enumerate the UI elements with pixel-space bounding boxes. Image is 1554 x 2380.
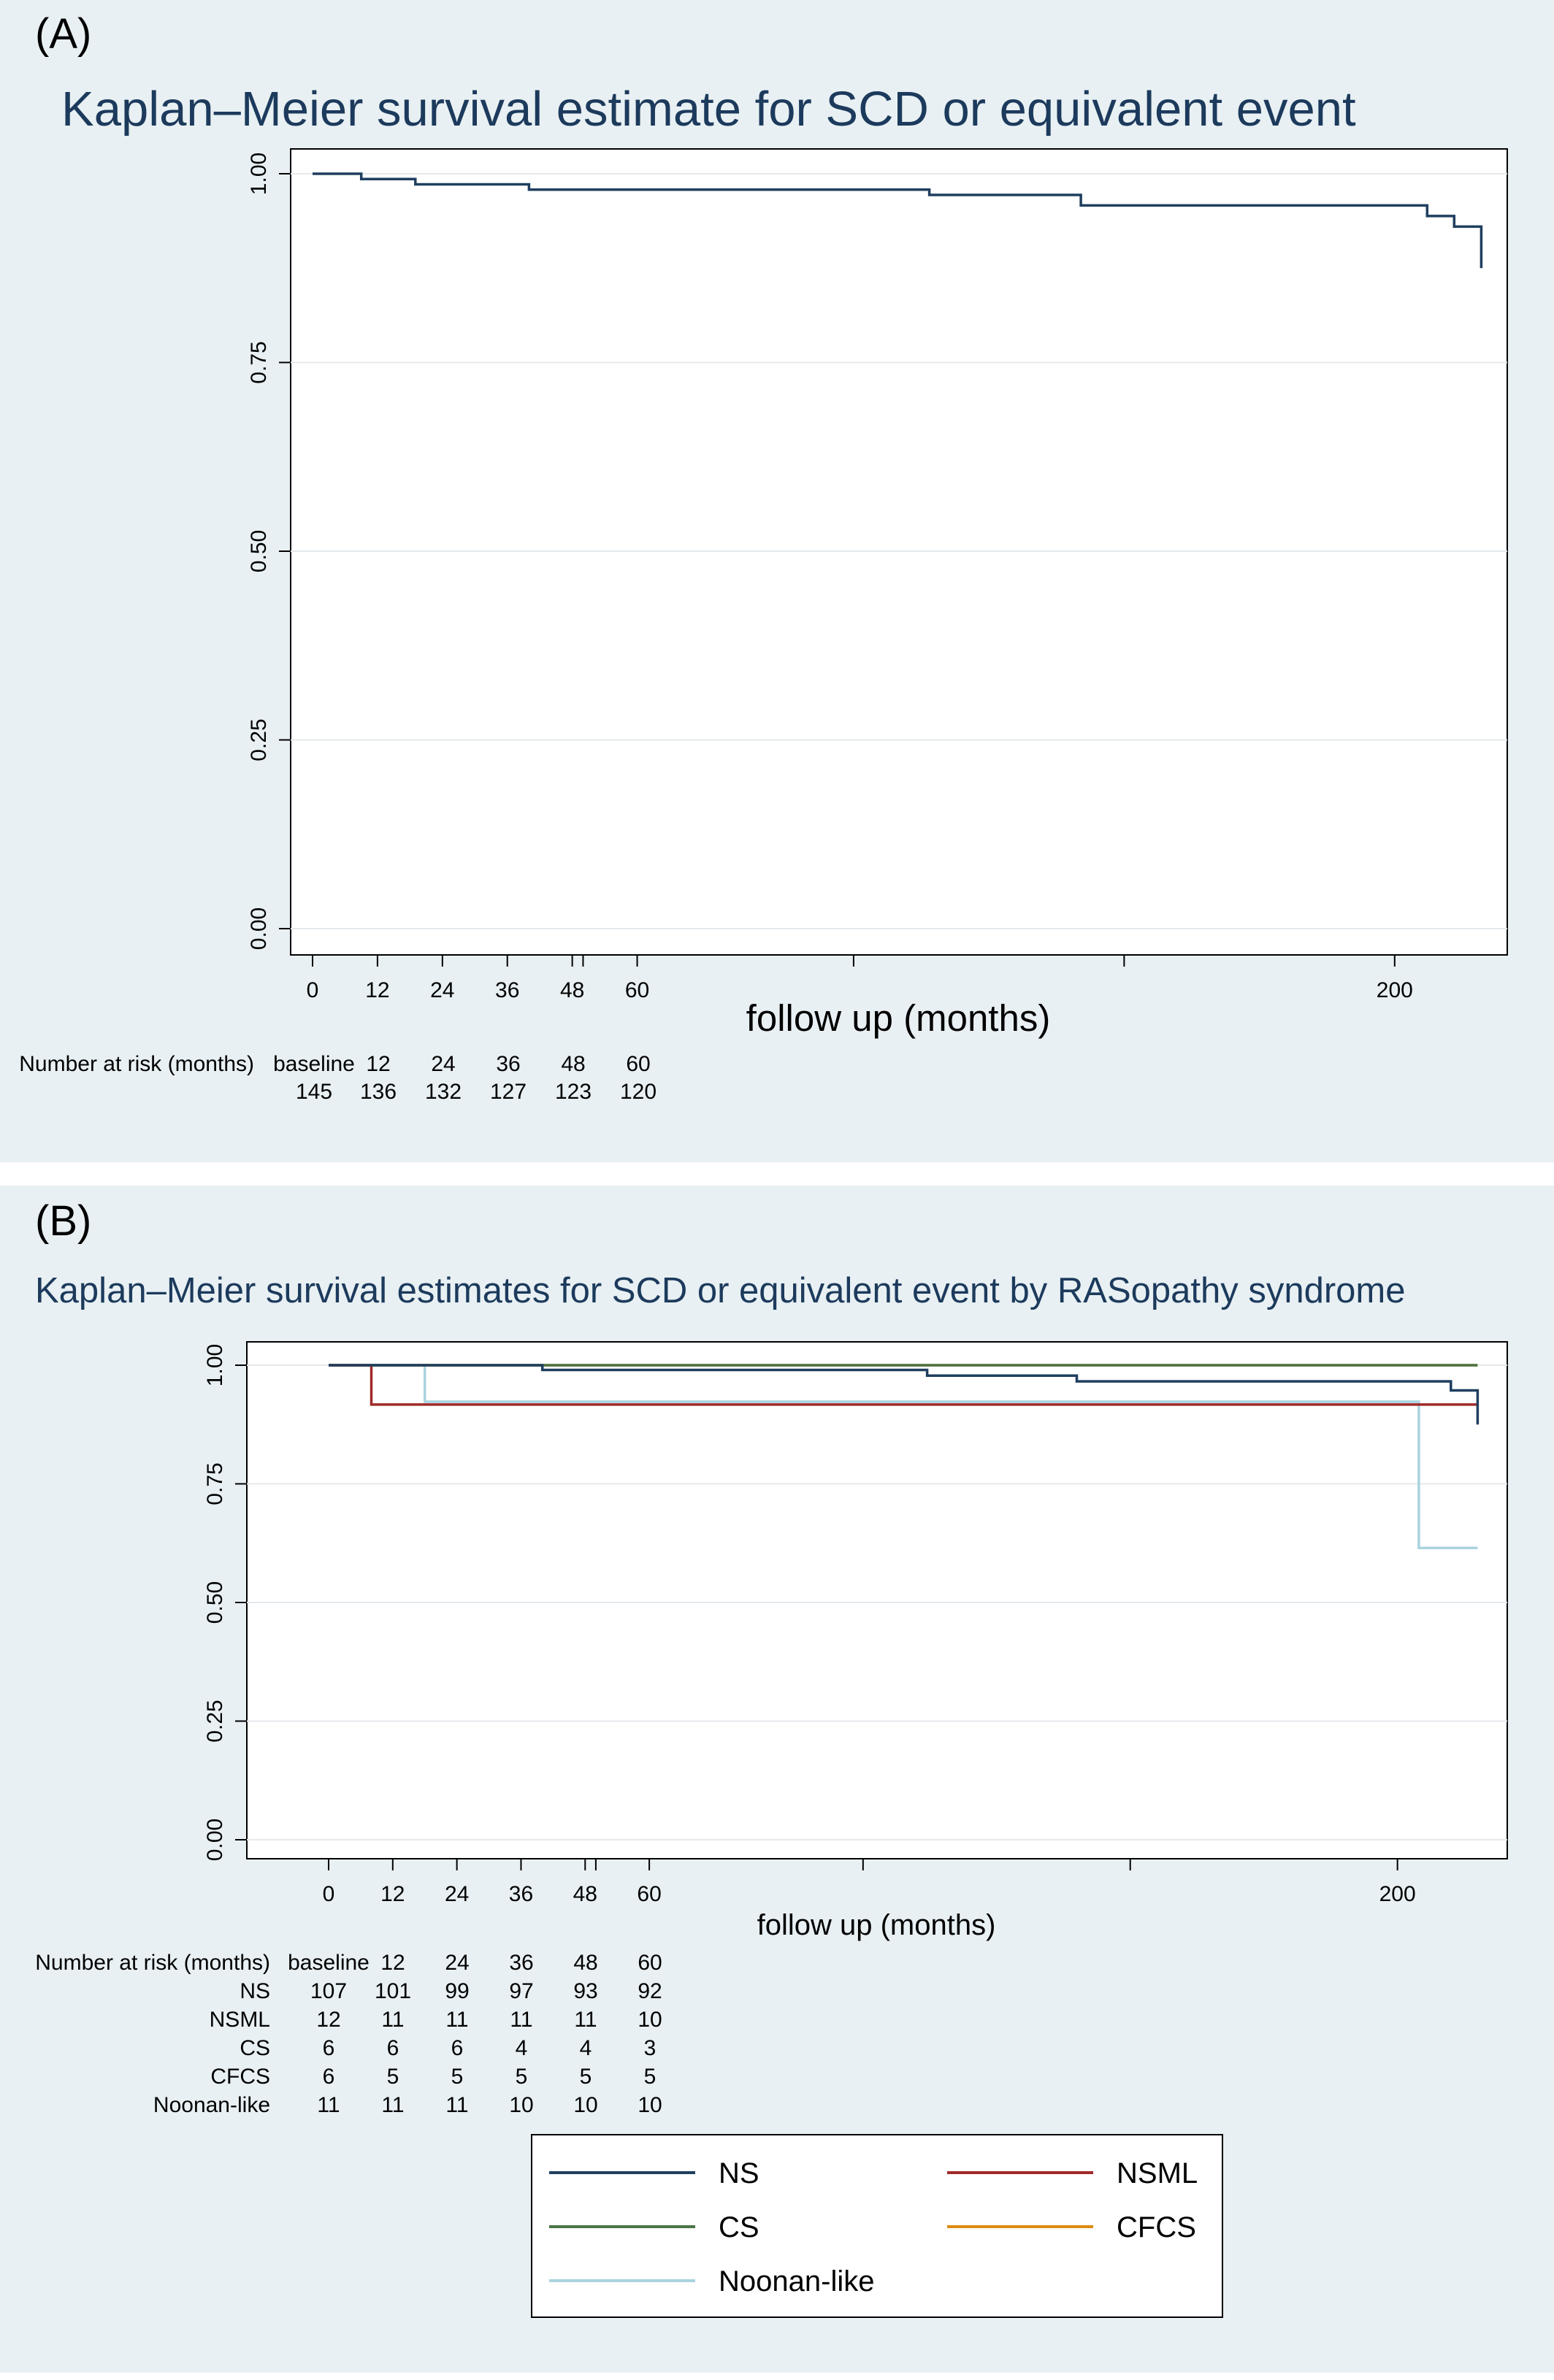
risk-table-column-a-5: 60 [626,1052,650,1076]
risk-table-cell-b-0-4: 93 [573,1979,597,2003]
y-tick-label-b-1: 0.25 [203,1700,227,1742]
x-tick-label-a-9: 200 [1377,978,1413,1002]
risk-table-cell-b-4-2: 11 [445,2093,468,2117]
x-axis-label-a: follow up (months) [746,997,1051,1039]
risk-table-cell-b-1-2: 11 [445,2008,468,2032]
y-tick-label-b-2: 0.50 [203,1581,227,1624]
x-tick-label-b-1: 12 [380,1882,405,1906]
panel-label-b: (B) [35,1197,91,1245]
plot-area-b [246,1341,1508,1859]
risk-table-cell-b-3-5: 5 [644,2065,657,2089]
y-tick-label-b-0: 0.00 [203,1819,227,1861]
risk-table-column-a-3: 36 [496,1052,520,1076]
risk-table-cell-b-2-4: 4 [580,2036,592,2060]
risk-table-cell-a-0-1: 136 [360,1080,397,1104]
risk-table-cell-b-2-1: 6 [387,2036,399,2060]
legend-label-noonan-like: Noonan-like [719,2265,874,2298]
risk-table-header-a: Number at risk (months) [19,1052,254,1076]
risk-table-column-b-4: 48 [573,1951,597,1975]
x-tick-label-b-9: 200 [1379,1882,1416,1906]
x-tick-label-a-2: 24 [430,978,454,1002]
risk-table-row-label-b-3: CFCS [210,2065,270,2089]
risk-table-cell-b-2-0: 6 [323,2036,335,2060]
risk-table-cell-b-2-3: 4 [516,2036,528,2060]
series-line-a-all [313,172,1483,269]
risk-table-cell-b-3-1: 5 [387,2065,399,2089]
risk-table-cell-b-0-5: 92 [638,1979,662,2003]
risk-table-column-a-4: 48 [561,1052,585,1076]
risk-table-cell-b-1-1: 11 [381,2008,404,2032]
risk-table-cell-b-4-4: 10 [573,2093,597,2117]
risk-table-header-b: Number at risk (months) [35,1951,270,1975]
y-tick-label-b-4: 1.00 [203,1344,227,1386]
legend-label-cfcs: CFCS [1117,2211,1196,2243]
risk-table-cell-a-0-0: 145 [296,1080,332,1104]
risk-table-cell-b-2-2: 6 [451,2036,464,2060]
risk-table-cell-a-0-4: 123 [555,1080,592,1104]
risk-table-cell-b-3-3: 5 [516,2065,528,2089]
x-tick-label-b-4: 48 [573,1882,597,1906]
risk-table-column-b-3: 36 [509,1951,533,1975]
risk-table-cell-b-1-0: 12 [316,2008,340,2032]
risk-table-column-b-1: 12 [380,1951,405,1975]
risk-table-cell-b-4-0: 11 [317,2093,340,2117]
risk-table-cell-b-0-1: 101 [375,1979,411,2003]
chart-b: (B) Kaplan–Meier survival estimates for S… [35,1197,1508,2318]
legend-label-cs: CS [719,2211,759,2243]
x-tick-label-a-3: 36 [495,978,519,1002]
x-axis-label-b: follow up (months) [757,1909,996,1941]
x-tick-label-b-0: 0 [323,1882,335,1906]
risk-table-row-label-b-1: NSML [210,2008,270,2032]
risk-table-cell-b-3-2: 5 [451,2065,464,2089]
risk-table-row-label-b-4: Noonan-like [153,2093,270,2117]
risk-table-cell-b-0-0: 107 [310,1979,347,2003]
y-tick-label-a-3: 0.75 [247,341,271,383]
risk-table-column-a-1: 12 [366,1052,390,1076]
risk-table-row-label-b-2: CS [240,2036,270,2060]
risk-table-cell-b-0-3: 97 [509,1979,533,2003]
risk-table-cell-b-3-0: 6 [323,2065,335,2089]
x-tick-label-a-1: 12 [365,978,389,1002]
x-tick-label-a-0: 0 [307,978,319,1002]
risk-table-cell-a-0-5: 120 [620,1080,657,1104]
x-tick-label-b-3: 36 [509,1882,533,1906]
risk-table-column-b-5: 60 [638,1951,662,1975]
risk-table-cell-b-1-4: 11 [574,2008,597,2032]
risk-table-cell-a-0-2: 132 [425,1080,462,1104]
risk-table-cell-b-1-5: 10 [638,2008,662,2032]
risk-table-cell-b-1-3: 11 [510,2008,532,2032]
panel-a: (A) Kaplan–Meier survival estimate for SC… [0,0,1554,1162]
y-tick-label-a-4: 1.00 [247,153,271,195]
risk-table-column-a-0: baseline [273,1052,355,1076]
risk-table-cell-a-0-3: 127 [490,1080,527,1104]
risk-table-cell-b-0-2: 99 [445,1979,469,2003]
panel-label-a: (A) [35,10,91,58]
legend-label-ns: NS [719,2157,759,2189]
x-tick-label-b-6: 60 [637,1882,661,1906]
series-line-b-ns [329,1364,1480,1425]
legend-label-nsml: NSML [1117,2157,1198,2189]
y-tick-label-a-2: 0.50 [247,530,271,572]
risk-table-cell-b-2-5: 3 [644,2036,657,2060]
y-tick-label-a-1: 0.25 [247,718,271,761]
risk-table-cell-b-4-5: 10 [638,2093,662,2117]
panel-b: (B) Kaplan–Meier survival estimates for S… [0,1186,1554,2373]
risk-table-row-label-b-0: NS [240,1979,270,2003]
y-tick-label-b-3: 0.75 [203,1462,227,1505]
x-tick-label-b-2: 24 [445,1882,469,1906]
y-tick-label-a-0: 0.00 [247,907,271,950]
x-tick-label-a-6: 60 [625,978,649,1002]
risk-table-column-b-2: 24 [445,1951,469,1975]
risk-table-cell-b-4-3: 10 [509,2093,533,2117]
risk-table-cell-b-3-4: 5 [580,2065,592,2089]
x-tick-label-a-4: 48 [560,978,584,1002]
risk-table-column-a-2: 24 [431,1052,455,1076]
risk-table-cell-b-4-1: 11 [381,2093,404,2117]
chart-title-a: Kaplan–Meier survival estimate for SCD o… [61,82,1356,137]
risk-table-column-b-0: baseline [288,1951,370,1975]
chart-title-b: Kaplan–Meier survival estimates for SCD … [35,1271,1406,1310]
chart-a: (A) Kaplan–Meier survival estimate for SC… [19,10,1508,1104]
